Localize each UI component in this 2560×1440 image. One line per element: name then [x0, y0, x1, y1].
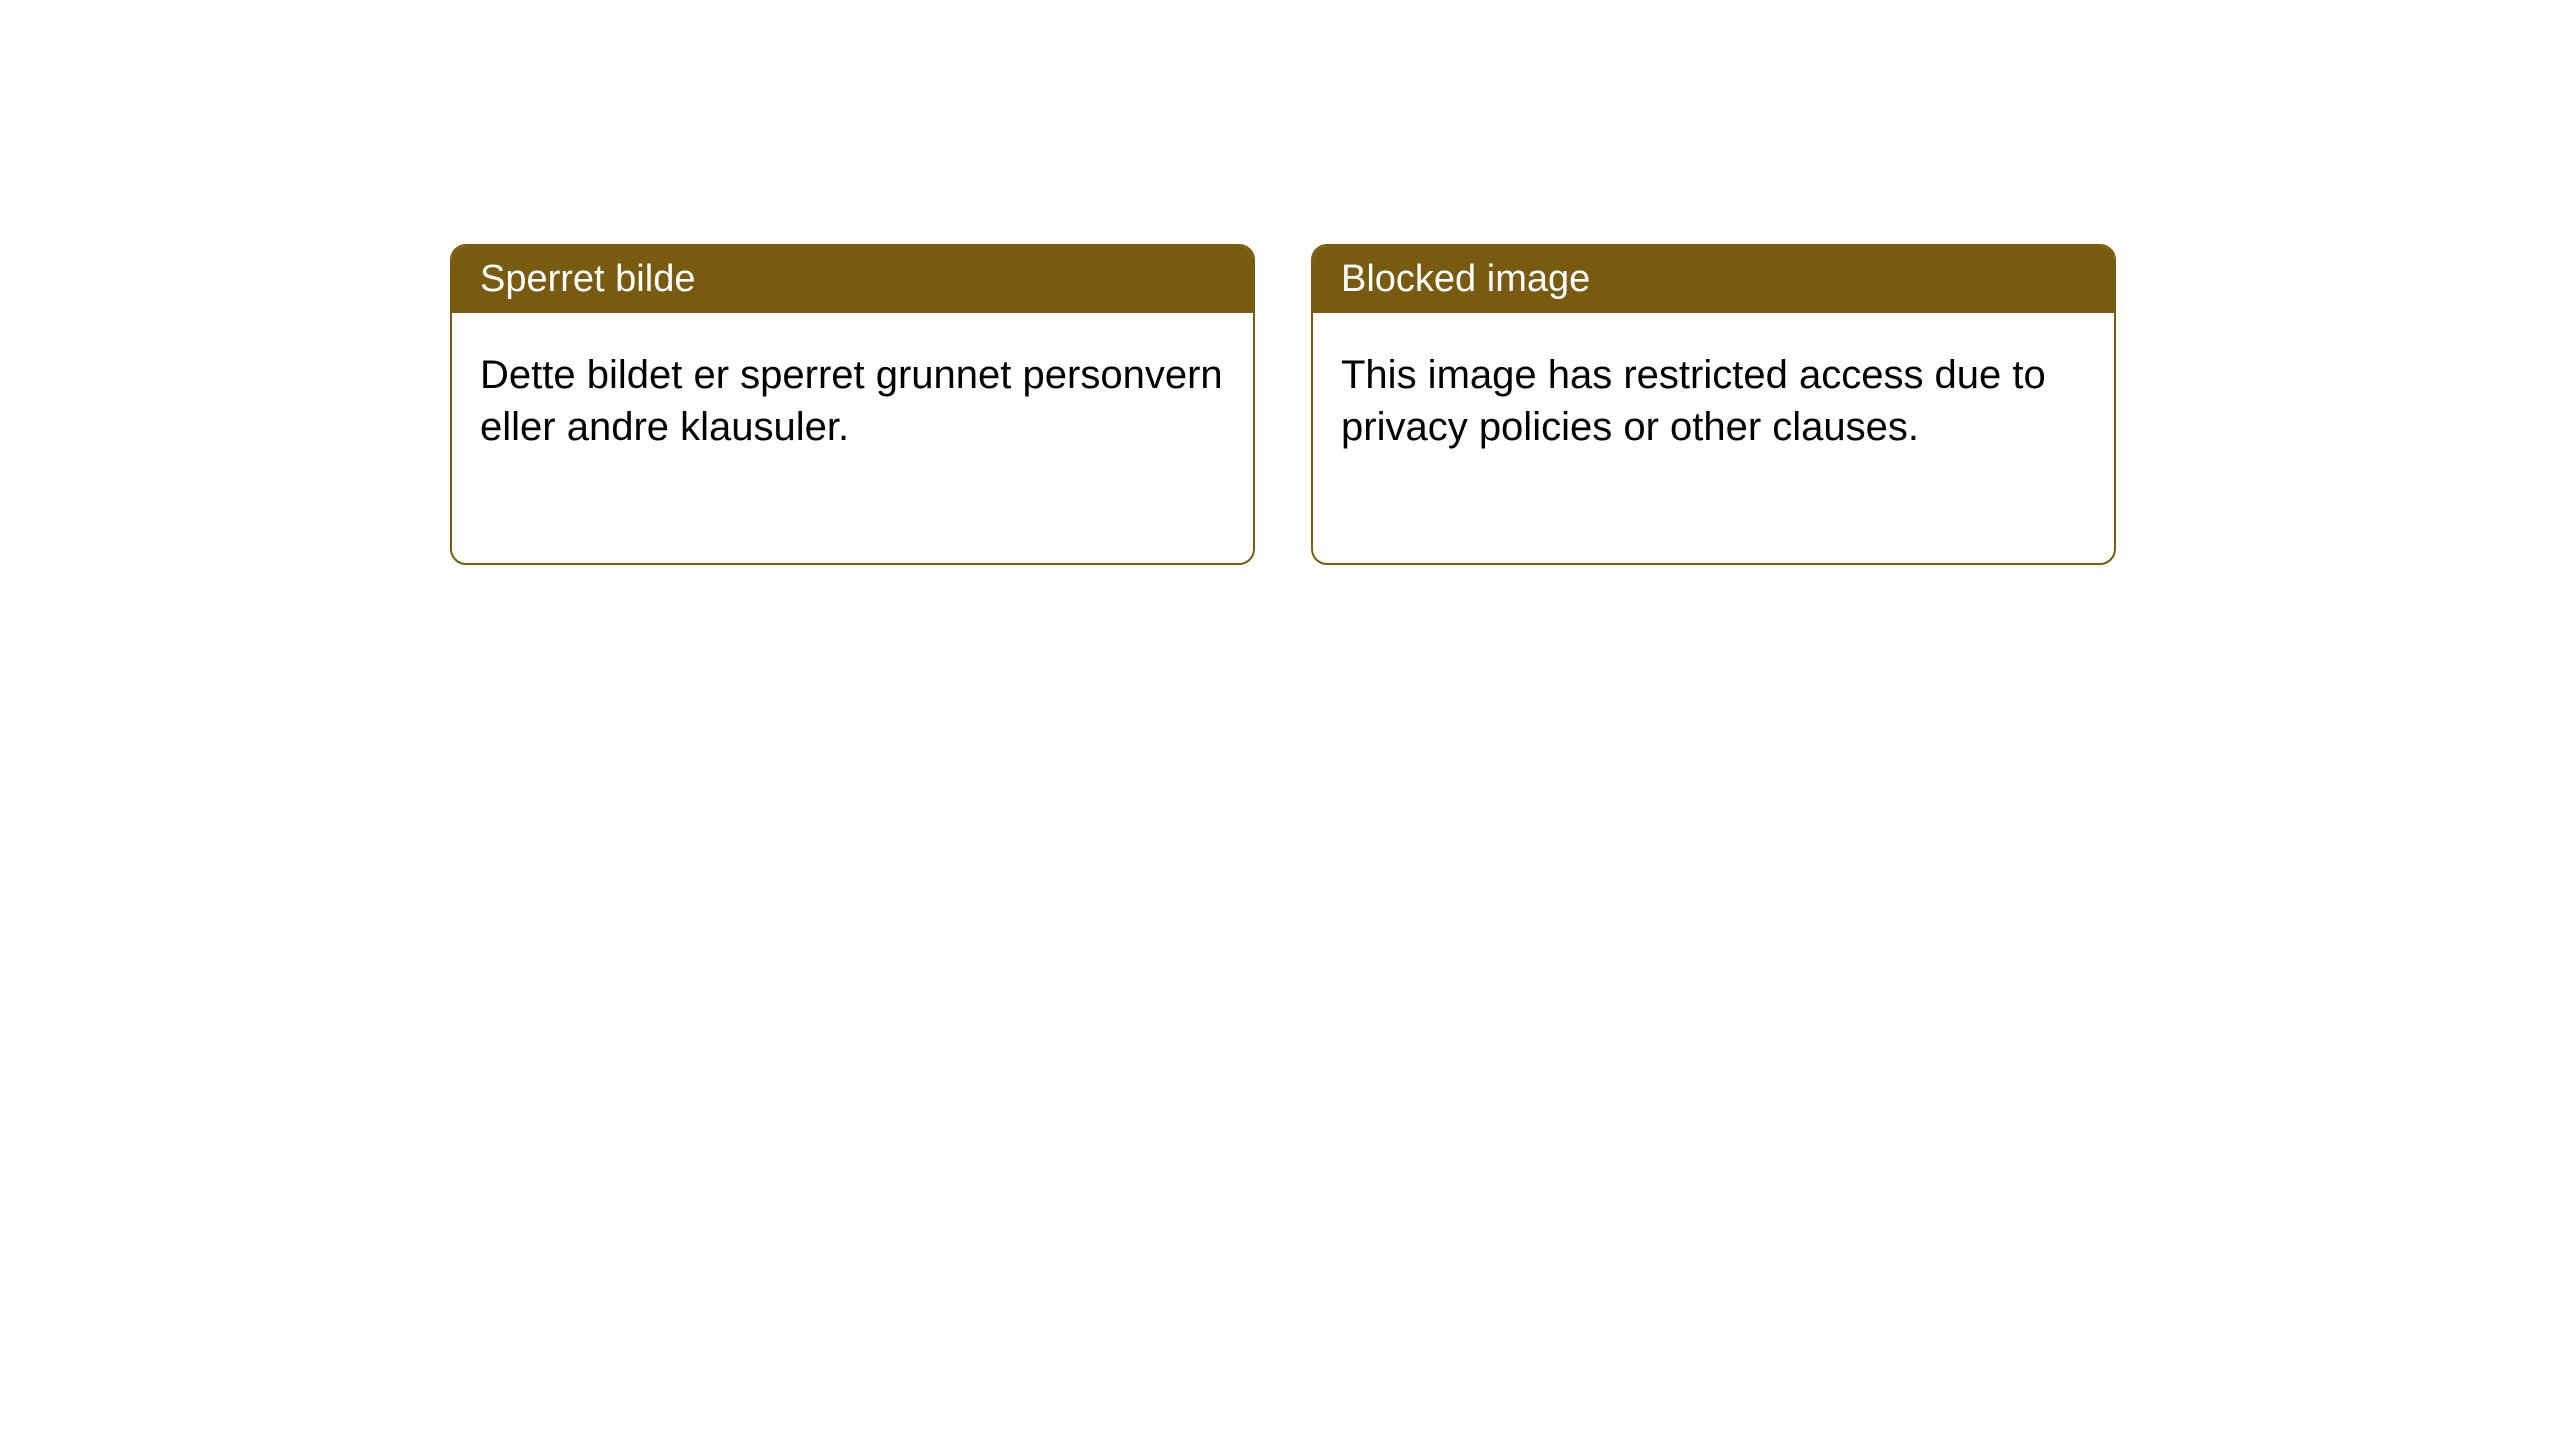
card-title: Sperret bilde	[480, 258, 695, 300]
notice-card-norwegian: Sperret bilde Dette bildet er sperret gr…	[450, 244, 1255, 565]
card-body-text: Dette bildet er sperret grunnet personve…	[480, 353, 1223, 449]
notice-container: Sperret bilde Dette bildet er sperret gr…	[450, 244, 2116, 565]
card-body: This image has restricted access due to …	[1313, 313, 2114, 563]
card-body-text: This image has restricted access due to …	[1341, 353, 2046, 449]
card-title: Blocked image	[1341, 258, 1590, 300]
card-body: Dette bildet er sperret grunnet personve…	[452, 313, 1253, 563]
card-header: Blocked image	[1313, 246, 2114, 313]
card-header: Sperret bilde	[452, 246, 1253, 313]
notice-card-english: Blocked image This image has restricted …	[1311, 244, 2116, 565]
